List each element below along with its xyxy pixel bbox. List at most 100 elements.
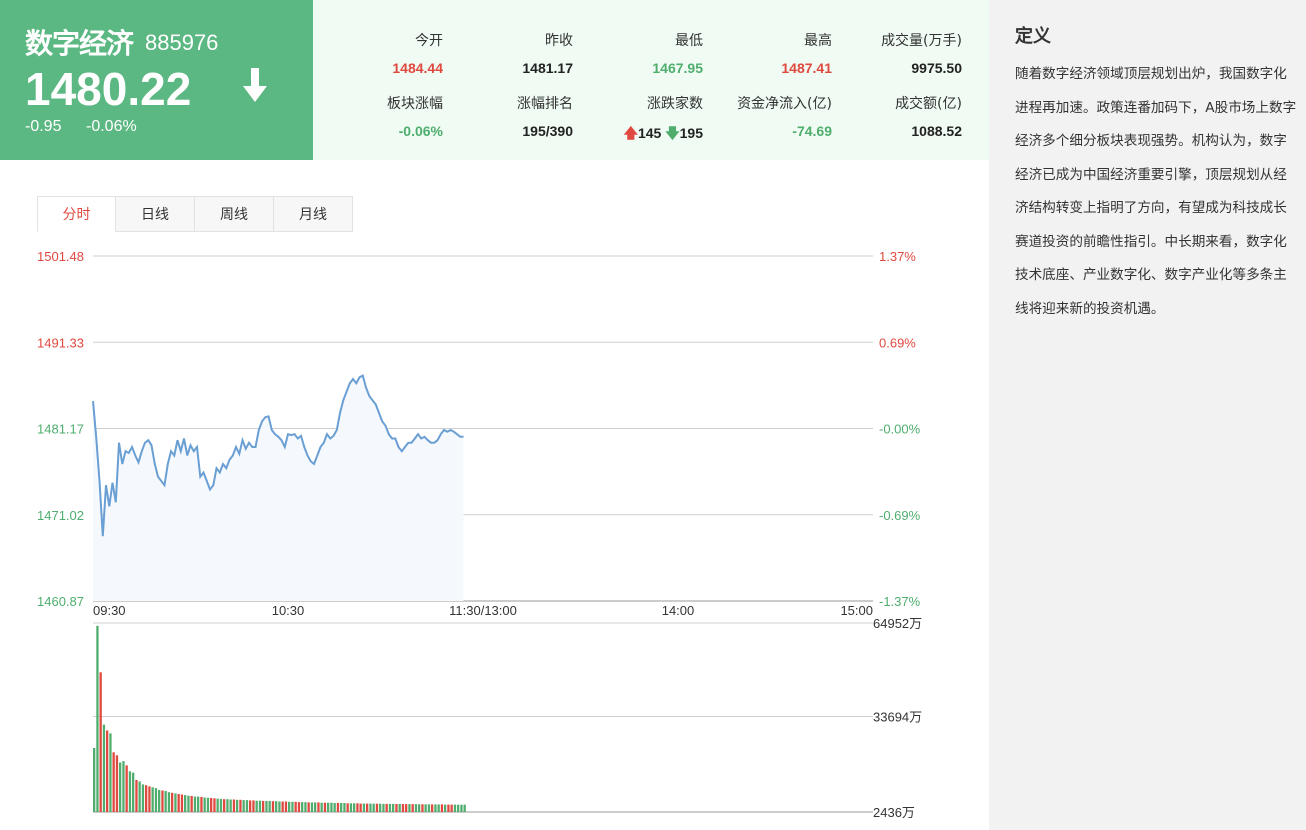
arrow-up-icon: 🡅 [623, 125, 638, 141]
volume-bar [320, 802, 323, 812]
volume-bar [206, 797, 210, 812]
tab-weekly[interactable]: 周线 [195, 196, 274, 232]
volume-bar [453, 804, 457, 812]
volume-bar [177, 794, 180, 812]
volume-bar [314, 802, 317, 812]
stat-label: 最低 [675, 33, 703, 49]
quote-panel: 数字经济 885976 1480.22 -0.95 -0.06% [0, 0, 313, 160]
volume-bar [180, 794, 184, 812]
definition-text: 随着数字经济领域顶层规划出炉，我国数字化进程再加速。政策连番加码下，A股市场上数… [1015, 66, 1297, 317]
stat-value: 1467.95 [652, 60, 703, 76]
volume-bar [349, 803, 353, 812]
x-tick-label: 15:00 [840, 603, 873, 618]
volume-bar [427, 804, 431, 812]
volume-bar [401, 804, 405, 812]
index-code: 885976 [145, 30, 219, 55]
advance-count: 145 [637, 125, 662, 141]
volume-bar [255, 800, 258, 812]
volume-bar [362, 803, 366, 812]
volume-bar [102, 724, 106, 812]
volume-bar [359, 803, 362, 812]
y-tick-pct-label: 1.37% [879, 249, 916, 264]
volume-bar [369, 803, 372, 812]
volume-bar [223, 799, 226, 812]
volume-bar [379, 803, 382, 812]
volume-bar [229, 799, 232, 812]
volume-bar [268, 800, 271, 812]
volume-bar [323, 802, 327, 812]
tab-monthly[interactable]: 月线 [274, 196, 353, 232]
stat-label: 涨跌家数 [647, 96, 703, 112]
volume-bar [307, 802, 310, 812]
volume-bar [226, 799, 229, 812]
volume-bar [271, 801, 275, 812]
volume-bar [457, 804, 460, 812]
volume-bar [343, 803, 346, 812]
x-tick-label: 14:00 [662, 603, 695, 618]
volume-bar [418, 804, 421, 812]
volume-bar [119, 762, 122, 812]
volume-bar [447, 804, 450, 812]
volume-bar [330, 802, 333, 812]
volume-bar [431, 804, 434, 812]
volume-bar [125, 765, 128, 812]
volume-bar [275, 801, 278, 812]
volume-bar [336, 803, 340, 812]
stat-turnover: 成交额(亿) 1088.52 [832, 93, 962, 139]
volume-bar [132, 772, 135, 812]
stat-label: 资金净流入(亿) [737, 96, 832, 112]
x-tick-label: 09:30 [93, 603, 126, 618]
volume-bar [421, 804, 424, 812]
volume-bar [327, 802, 330, 812]
volume-bar [171, 792, 174, 812]
stat-prev-close: 昨收 1481.17 [443, 30, 573, 76]
volume-bar [310, 802, 314, 812]
tab-daily[interactable]: 日线 [116, 196, 195, 232]
volume-bar [460, 804, 463, 812]
volume-bar [252, 800, 255, 812]
volume-bar [398, 804, 401, 812]
volume-bar [434, 804, 437, 812]
volume-bar [304, 802, 307, 812]
y-tick-label: 1481.17 [37, 422, 84, 437]
stat-open: 今开 1484.44 [313, 30, 443, 76]
volume-bar [281, 801, 284, 812]
volume-bar [190, 796, 193, 812]
volume-bar [333, 803, 336, 812]
volume-bar [242, 800, 245, 812]
y-tick-label: 1501.48 [37, 249, 84, 264]
volume-bar [203, 797, 206, 812]
stat-rank: 涨幅排名 195/390 [443, 93, 573, 139]
volume-bar [258, 800, 262, 812]
volume-bar [340, 803, 343, 812]
stat-label: 今开 [415, 33, 443, 49]
decline-count: 195 [679, 125, 703, 141]
volume-bar [115, 755, 119, 812]
volume-bar [366, 803, 369, 812]
stat-high: 最高 1487.41 [702, 30, 832, 76]
volume-bar [219, 798, 223, 812]
volume-bar [265, 800, 268, 812]
price-line [92, 374, 464, 537]
chart-tabs: 分时 日线 周线 月线 [37, 196, 353, 232]
volume-bar [164, 791, 167, 812]
volume-bar [106, 730, 109, 812]
y-tick-pct-label: -0.69% [879, 508, 921, 523]
volume-bar [317, 802, 320, 812]
volume-bar [122, 761, 125, 812]
stat-label: 成交额(亿) [895, 96, 962, 112]
y-tick-label: 1491.33 [37, 335, 84, 350]
volume-bar [388, 803, 392, 812]
stat-advance-decline: 涨跌家数 🡅145 🡇195 [573, 93, 703, 147]
volume-bar [262, 800, 265, 812]
tab-intraday[interactable]: 分时 [37, 196, 116, 232]
volume-bar [145, 785, 148, 812]
volume-bar [395, 804, 398, 812]
stat-low: 最低 1467.95 [573, 30, 703, 76]
volume-bar [297, 802, 301, 812]
volume-bar [158, 789, 161, 812]
volume-bar [154, 788, 158, 812]
volume-tick-label: 2436万 [873, 805, 915, 820]
volume-tick-label: 33694万 [873, 710, 922, 725]
stats-panel: 今开 1484.44 昨收 1481.17 最低 1467.95 最高 1487… [313, 0, 989, 160]
